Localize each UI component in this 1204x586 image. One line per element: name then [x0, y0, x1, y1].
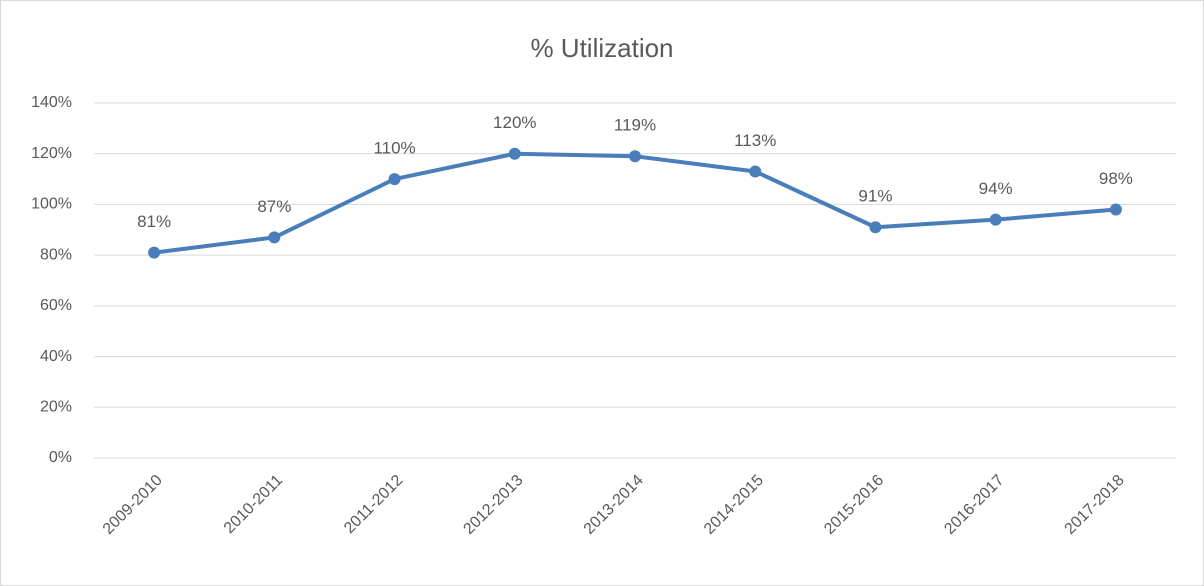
data-point [749, 165, 762, 178]
data-point [1109, 203, 1122, 216]
data-point [629, 150, 641, 163]
y-tick-label: 80% [40, 246, 72, 263]
data-point [989, 213, 1002, 226]
y-tick-label: 0% [49, 449, 72, 466]
data-point [869, 221, 882, 234]
chart-title: % Utilization [530, 33, 673, 63]
data-point [148, 246, 161, 259]
data-label: 91% [858, 187, 892, 206]
y-tick-label: 40% [40, 348, 72, 365]
data-label: 119% [614, 116, 656, 135]
data-point [268, 231, 281, 244]
data-label: 120% [493, 113, 536, 132]
data-label: 87% [257, 197, 291, 216]
data-point [508, 147, 521, 160]
data-label: 94% [979, 179, 1013, 198]
y-tick-label: 60% [40, 297, 72, 314]
data-label: 113% [734, 131, 776, 150]
data-point [388, 173, 401, 186]
data-label: 110% [373, 139, 415, 158]
y-tick-label: 100% [31, 196, 72, 213]
y-tick-label: 140% [31, 94, 72, 111]
data-label: 98% [1099, 169, 1133, 188]
y-tick-label: 120% [31, 145, 72, 162]
data-label: 81% [137, 212, 171, 231]
y-tick-label: 20% [40, 399, 72, 416]
